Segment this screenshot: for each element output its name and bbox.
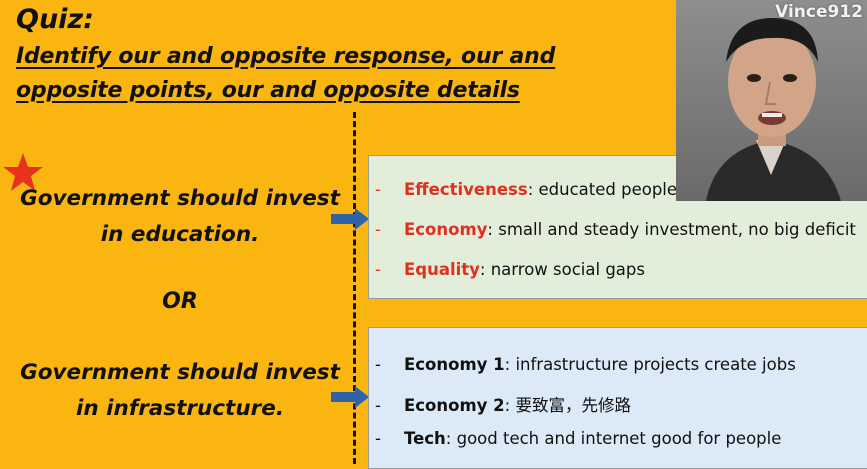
list-item: - Economy 2: 要致富，先修路: [375, 396, 631, 415]
infrastructure-points-box: - Economy 1: infrastructure projects crea…: [368, 327, 867, 469]
item-text: : small and steady investment, no big de…: [487, 220, 856, 239]
statement-education-line-2: in education.: [100, 222, 260, 247]
item-keyword: Economy 2: [404, 396, 505, 415]
statement-infrastructure: Government should invest in infrastructu…: [0, 355, 360, 427]
item-keyword: Effectiveness: [404, 180, 528, 199]
item-text: : narrow social gaps: [479, 260, 645, 279]
item-text: : 要致富，先修路: [504, 396, 631, 415]
right-arrow-icon: [331, 386, 369, 408]
statement-education: Government should invest in education.: [0, 181, 360, 253]
or-label: OR: [162, 289, 198, 314]
item-text: : educated people m: [527, 180, 699, 199]
list-item: - Effectiveness: educated people m: [375, 180, 699, 199]
item-text: : good tech and internet good for people: [445, 429, 782, 448]
right-arrow-icon: [331, 208, 369, 230]
quiz-title: Quiz:: [16, 4, 94, 35]
list-item: - Economy: small and steady investment, n…: [375, 220, 856, 239]
item-keyword: Economy: [404, 220, 488, 239]
list-item: - Equality: narrow social gaps: [375, 260, 645, 279]
watermark: Vince912: [775, 2, 863, 22]
item-keyword: Economy 1: [404, 355, 505, 374]
list-item: - Tech: good tech and internet good for p…: [375, 429, 782, 448]
presenter-video: [676, 0, 867, 201]
item-keyword: Tech: [404, 429, 446, 448]
statement-infrastructure-line-2: in infrastructure.: [76, 396, 284, 421]
item-keyword: Equality: [404, 260, 480, 279]
dashed-divider: [353, 112, 356, 464]
star-icon: [3, 153, 43, 191]
quiz-question-line-1: Identify our and opposite response, our …: [16, 44, 556, 69]
quiz-question-line-2: opposite points, our and opposite detail…: [16, 78, 520, 103]
webcam-overlay: Vince912: [676, 0, 867, 201]
statement-infrastructure-line-1: Government should invest: [20, 360, 340, 385]
item-text: : infrastructure projects create jobs: [504, 355, 796, 374]
statement-education-line-1: Government should invest: [20, 186, 340, 211]
list-item: - Economy 1: infrastructure projects crea…: [375, 355, 796, 374]
